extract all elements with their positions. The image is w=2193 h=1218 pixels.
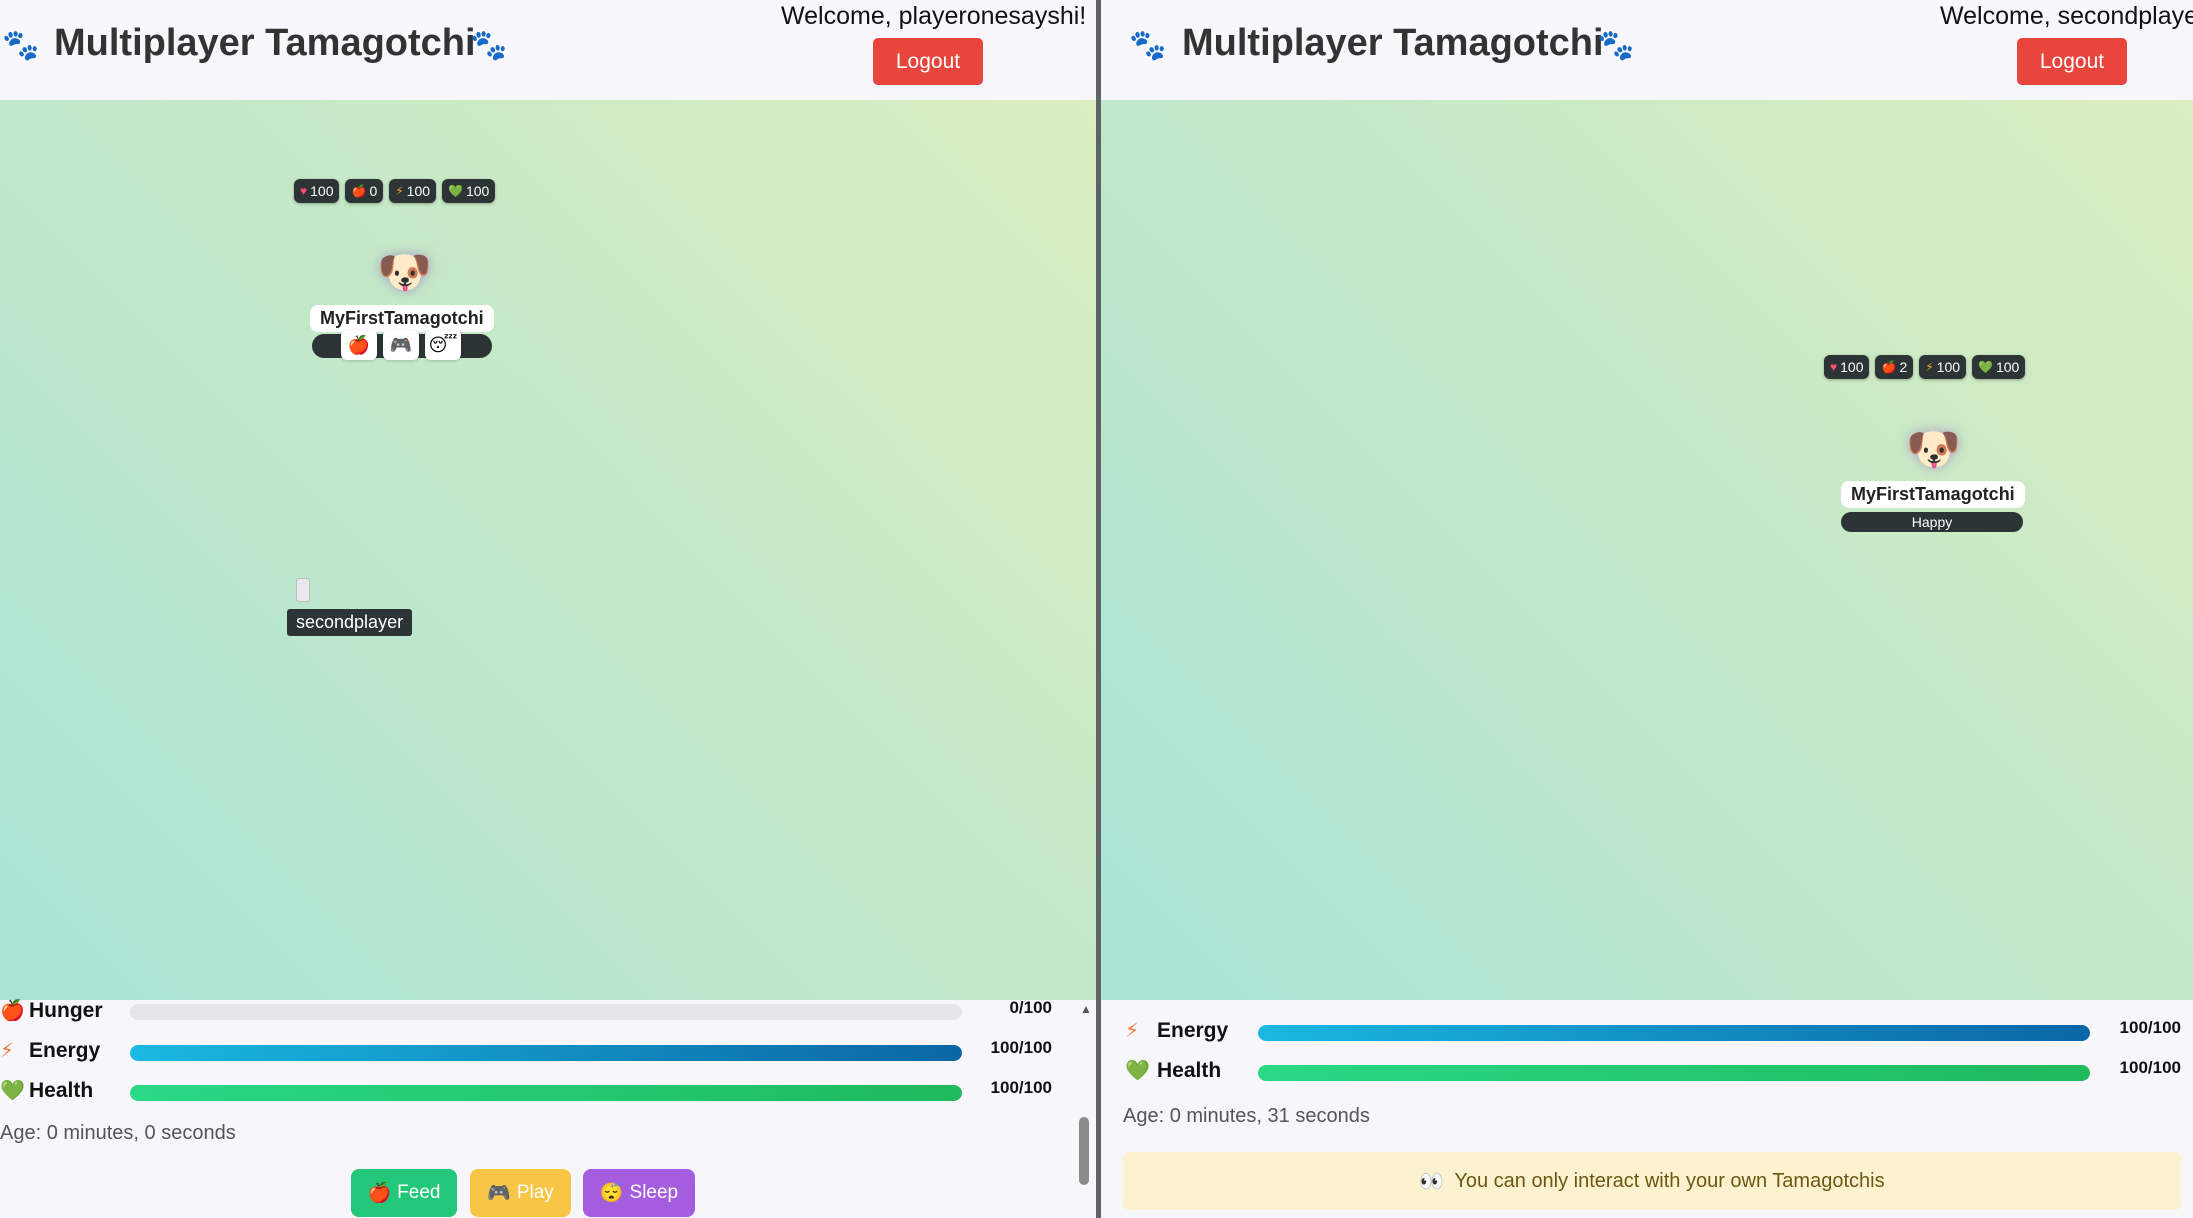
hunger-stat: 🍎 2 <box>1875 355 1914 379</box>
app-header: 🐾 Multiplayer Tamagotchi 🐾 Welcome, seco… <box>1101 0 2193 100</box>
hunger-bar <box>130 1004 962 1020</box>
app-title: Multiplayer Tamagotchi <box>54 22 476 64</box>
sleeping-face-icon: 😴 <box>599 1183 624 1204</box>
energy-row: ⚡ Energy 100/100 <box>1125 1016 2185 1046</box>
gamepad-icon: 🎮 <box>487 1183 511 1204</box>
health-stat: 💚 100 <box>442 179 496 203</box>
health-bar-fill <box>130 1085 962 1101</box>
pet-name-label: MyFirstTamagotchi <box>1841 481 2025 508</box>
heart-icon: ♥ <box>300 184 308 198</box>
dog-pet-icon[interactable]: 🐶 <box>377 248 432 297</box>
apple-icon: 🍎 <box>347 335 371 355</box>
pet-world[interactable]: ♥ 100 🍎 2 ⚡ 100 💚 100 🐶 MyFirstTamagotchi Ha… <box>1101 100 2193 1000</box>
health-stat: 💚 100 <box>1972 355 2026 379</box>
pet-mood-badge: Happy <box>1841 512 2023 532</box>
apple-icon: 🍎 <box>0 1000 25 1022</box>
apple-icon: 🍎 <box>351 184 367 198</box>
player-two-window: 🐾 Multiplayer Tamagotchi 🐾 Welcome, seco… <box>1101 0 2193 1218</box>
sleeping-face-icon: 😴 <box>428 335 458 355</box>
pet-name-label: MyFirstTamagotchi <box>310 305 494 332</box>
logout-button[interactable]: Logout <box>873 38 983 85</box>
eyes-icon: 👀 <box>1419 1170 1445 1193</box>
scroll-up-arrow-icon[interactable]: ▲ <box>1080 1002 1092 1016</box>
lightning-icon: ⚡ <box>0 1040 15 1062</box>
paw-icon: 🐾 <box>1129 29 1167 62</box>
health-value: 100/100 <box>2119 1058 2181 1077</box>
lightning-icon: ⚡ <box>1925 360 1934 374</box>
pet-status-panel: 🍎 Hunger 0/100 ⚡ Energy 100/100 💚 Health… <box>0 998 1096 1218</box>
energy-stat: ⚡ 100 <box>1919 355 1967 379</box>
sleep-button[interactable]: 😴 Sleep <box>583 1169 695 1217</box>
energy-value: 100/100 <box>990 1038 1052 1057</box>
dog-pet-icon[interactable]: 🐶 <box>1906 425 1961 474</box>
health-row: 💚 Health 100/100 <box>1125 1056 2185 1086</box>
green-heart-icon: 💚 <box>1978 360 1993 374</box>
energy-label: Energy <box>29 1039 101 1062</box>
health-bar <box>1258 1065 2090 1081</box>
hunger-value: 0/100 <box>1009 998 1052 1017</box>
pet-quick-actions: 🍎 🎮 😴 <box>312 330 492 360</box>
heart-icon: ♥ <box>1830 360 1838 374</box>
energy-row: ⚡ Energy 100/100 <box>0 1036 1070 1066</box>
gamepad-icon: 🎮 <box>389 335 413 355</box>
pet-stats: ♥ 100 🍎 0 ⚡ 100 💚 100 <box>294 179 496 203</box>
energy-bar <box>1258 1025 2090 1041</box>
quick-play-button[interactable]: 🎮 <box>383 330 419 360</box>
hunger-row: 🍎 Hunger 0/100 <box>0 996 1070 1026</box>
energy-label: Energy <box>1157 1019 1229 1042</box>
health-label: Health <box>1157 1059 1222 1082</box>
app-title: Multiplayer Tamagotchi <box>1182 22 1604 64</box>
energy-bar-fill <box>1258 1025 2090 1041</box>
paw-icon: 🐾 <box>2 29 40 62</box>
green-heart-icon: 💚 <box>0 1080 25 1102</box>
energy-value: 100/100 <box>2119 1018 2181 1037</box>
health-bar <box>130 1085 962 1101</box>
remote-cursor-icon <box>296 578 310 602</box>
quick-feed-button[interactable]: 🍎 <box>341 330 377 360</box>
lightning-icon: ⚡ <box>1125 1020 1140 1042</box>
play-button[interactable]: 🎮 Play <box>470 1169 571 1217</box>
panel-scrollbar[interactable]: ▲ <box>1077 1000 1092 1218</box>
energy-bar <box>130 1045 962 1061</box>
apple-icon: 🍎 <box>1881 360 1897 374</box>
paw-icon: 🐾 <box>1597 29 1635 62</box>
health-value: 100/100 <box>990 1078 1052 1097</box>
window-divider <box>1096 0 1101 1218</box>
energy-bar-fill <box>130 1045 962 1061</box>
apple-icon: 🍎 <box>367 1183 392 1204</box>
happiness-stat: ♥ 100 <box>1824 355 1870 379</box>
health-row: 💚 Health 100/100 <box>0 1076 1070 1106</box>
hunger-label: Hunger <box>29 999 103 1022</box>
player-one-window: 🐾 Multiplayer Tamagotchi 🐾 Welcome, play… <box>0 0 1096 1218</box>
welcome-message: Welcome, secondplayer <box>1940 2 2193 30</box>
pet-stats: ♥ 100 🍎 2 ⚡ 100 💚 100 <box>1824 355 2026 379</box>
pet-world[interactable]: ♥ 100 🍎 0 ⚡ 100 💚 100 🐶 MyFirstTamagotchi 🍎 … <box>0 100 1096 1000</box>
quick-sleep-button[interactable]: 😴 <box>425 330 461 360</box>
lightning-icon: ⚡ <box>395 184 404 198</box>
feed-button[interactable]: 🍎 Feed <box>351 1169 457 1217</box>
welcome-message: Welcome, playeronesayshi! <box>781 2 1087 30</box>
green-heart-icon: 💚 <box>448 184 463 198</box>
scrollbar-thumb[interactable] <box>1079 1117 1089 1185</box>
permission-notice: 👀 You can only interact with your own Ta… <box>1123 1152 2181 1210</box>
green-heart-icon: 💚 <box>1125 1060 1150 1082</box>
pet-age: Age: 0 minutes, 31 seconds <box>1123 1105 1370 1127</box>
energy-stat: ⚡ 100 <box>389 179 437 203</box>
pet-age: Age: 0 minutes, 0 seconds <box>0 1122 236 1144</box>
app-header: 🐾 Multiplayer Tamagotchi 🐾 Welcome, play… <box>0 0 1096 100</box>
health-bar-fill <box>1258 1065 2090 1081</box>
remote-cursor-label: secondplayer <box>287 609 413 636</box>
happiness-stat: ♥ 100 <box>294 179 340 203</box>
notice-text: You can only interact with your own Tama… <box>1454 1169 1885 1192</box>
health-label: Health <box>29 1079 94 1102</box>
paw-icon: 🐾 <box>470 29 508 62</box>
hunger-stat: 🍎 0 <box>345 179 384 203</box>
logout-button[interactable]: Logout <box>2017 38 2127 85</box>
